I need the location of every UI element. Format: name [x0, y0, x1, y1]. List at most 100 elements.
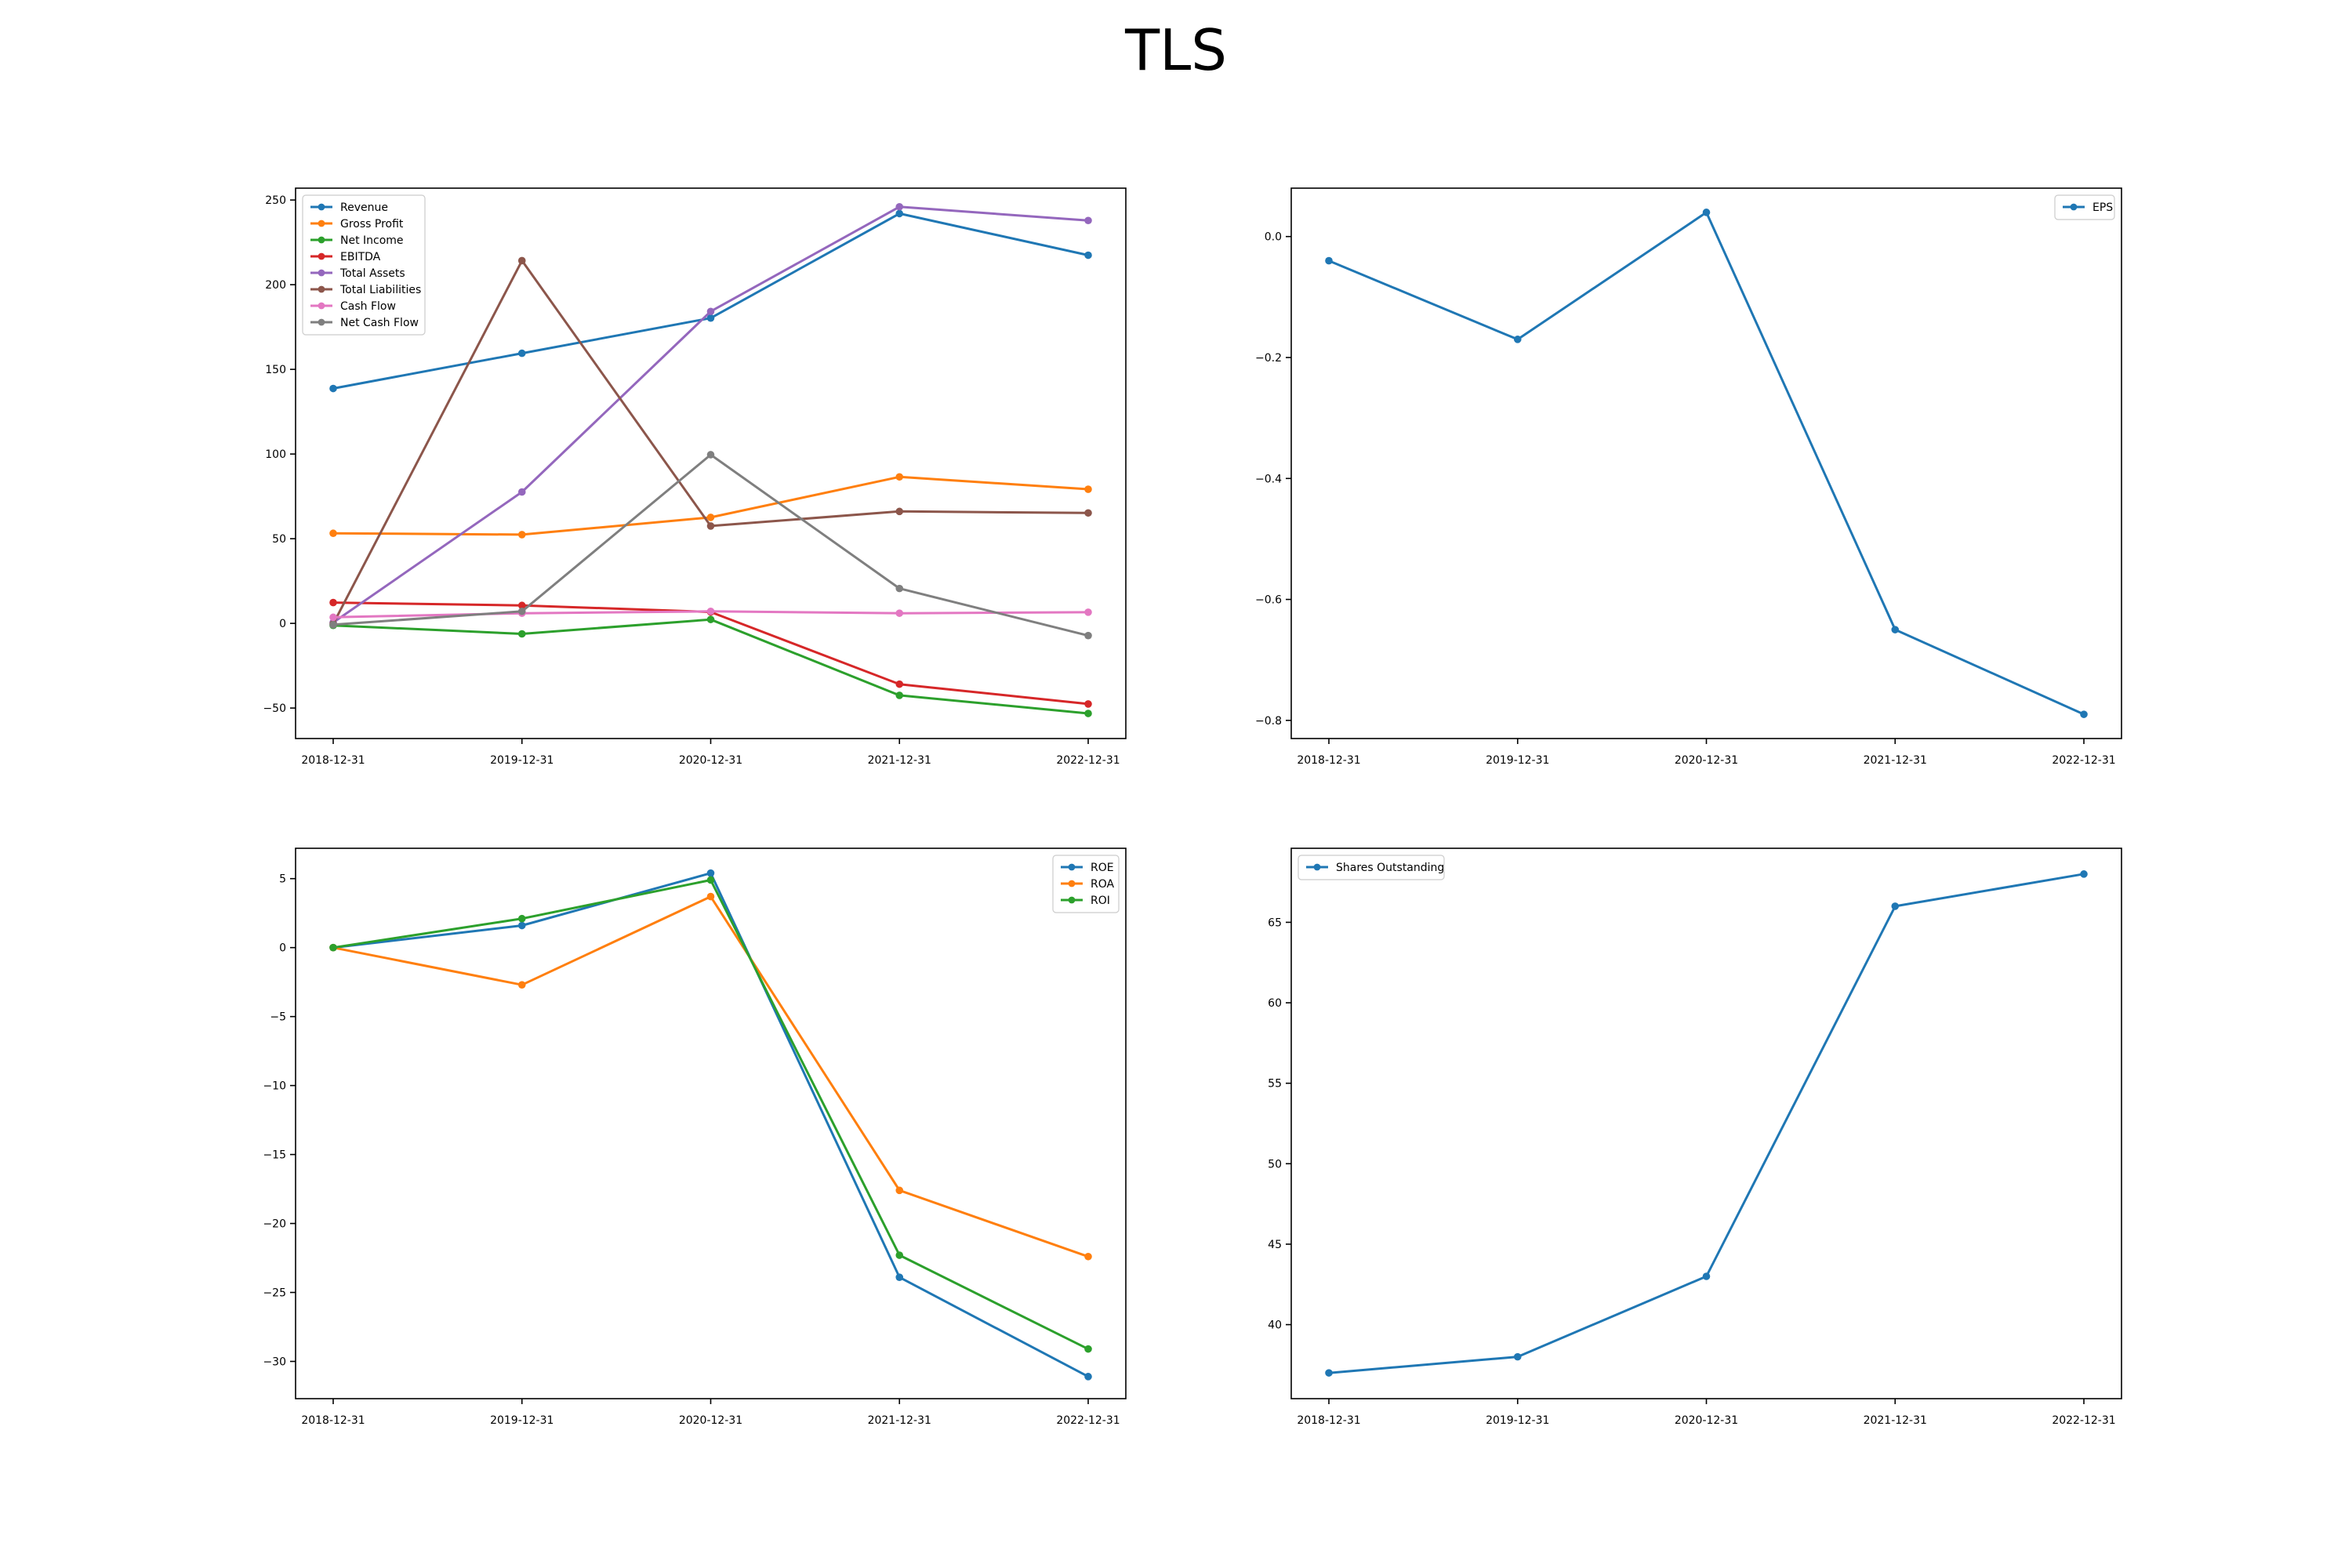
x-tick-label: 2021-12-31	[868, 1414, 931, 1427]
data-point	[517, 607, 526, 615]
y-tick-label: 40	[1268, 1319, 1282, 1332]
y-tick-label: 250	[265, 194, 286, 207]
data-point	[517, 914, 526, 923]
legend-marker	[1068, 896, 1076, 904]
chart-panel-2: 2018-12-31 2019-12-31 2020-12-31 2021-12-31…	[1255, 187, 2122, 767]
x-tick-label: 2019-12-31	[1486, 1414, 1549, 1427]
chart-panel-3: 2018-12-31 2019-12-31 2020-12-31 2021-12-31…	[263, 848, 1127, 1427]
legend-marker	[318, 318, 325, 326]
data-point	[706, 615, 715, 623]
y-tick-label: −50	[263, 702, 286, 715]
legend: ROE ROA ROI	[1052, 855, 1120, 913]
y-tick-label: −5	[270, 1011, 286, 1024]
legend-label: EPS	[2092, 201, 2113, 214]
data-point	[517, 981, 526, 989]
series-line	[1328, 211, 2085, 716]
data-point	[329, 529, 337, 538]
y-tick-label: −30	[263, 1356, 286, 1368]
data-point	[1084, 1252, 1092, 1261]
data-point	[517, 630, 526, 638]
legend: Revenue Gross Profit Net Income EBITDA Total…	[302, 194, 426, 336]
series-revenue	[329, 209, 1092, 393]
x-tick-label: 2019-12-31	[490, 1414, 554, 1427]
data-point	[895, 584, 904, 593]
plot-frame	[1290, 187, 2122, 739]
y-tick-label: 50	[1268, 1158, 1282, 1171]
data-point	[1084, 509, 1092, 517]
x-tick-label: 2021-12-31	[868, 754, 931, 767]
y-tick-label: −20	[263, 1218, 286, 1231]
y-tick-label: 100	[265, 448, 286, 461]
legend-label: ROI	[1091, 895, 1110, 907]
legend-marker	[318, 269, 325, 277]
y-tick-label: 0	[279, 942, 286, 955]
data-point	[895, 1273, 904, 1281]
legend-marker	[318, 285, 325, 293]
y-tick-label: −25	[263, 1287, 286, 1300]
data-point	[517, 601, 526, 610]
x-tick-label: 2022-12-31	[2052, 754, 2115, 767]
data-point	[329, 598, 337, 607]
legend-label: Total Liabilities	[339, 284, 421, 296]
y-tick-label: −0.2	[1255, 352, 1282, 365]
legend-marker	[318, 302, 325, 310]
legend-marker	[318, 252, 325, 260]
page-title: TLS	[1125, 17, 1227, 83]
data-point	[1084, 1345, 1092, 1353]
data-point	[706, 307, 715, 316]
x-tick-label: 2020-12-31	[1675, 754, 1738, 767]
y-tick-label: 200	[265, 279, 286, 292]
data-point	[1084, 251, 1092, 260]
data-point	[1084, 631, 1092, 640]
legend-label: ROE	[1091, 862, 1114, 874]
data-point	[1325, 256, 1333, 265]
series-line	[1328, 873, 2085, 1374]
data-point	[517, 256, 526, 265]
legend-label: Net Income	[340, 234, 404, 247]
data-point	[1325, 1369, 1333, 1377]
legend-label: Total Assets	[339, 267, 405, 280]
legend-box	[1298, 855, 1445, 880]
series-line	[332, 879, 1089, 1351]
data-point	[1513, 336, 1522, 343]
data-point	[1084, 710, 1092, 717]
legend-label: Shares Outstanding	[1336, 862, 1444, 874]
y-tick-label: 65	[1268, 916, 1282, 929]
series-line	[332, 872, 1089, 1378]
y-tick-label: −0.8	[1255, 715, 1282, 728]
data-point	[517, 531, 526, 539]
y-tick-label: −0.6	[1255, 594, 1282, 607]
x-tick-label: 2019-12-31	[1486, 754, 1549, 767]
data-point	[2080, 710, 2088, 718]
y-tick-label: 45	[1268, 1239, 1282, 1251]
data-point	[706, 514, 715, 521]
series-net-income	[329, 615, 1092, 717]
chart-panel-4: 2018-12-31 2019-12-31 2020-12-31 2021-12-31…	[1268, 848, 2122, 1427]
data-point	[706, 314, 715, 322]
x-tick-label: 2022-12-31	[1056, 754, 1120, 767]
data-point	[329, 943, 337, 952]
x-tick-label: 2020-12-31	[1675, 1414, 1738, 1427]
y-tick-label: 150	[265, 364, 286, 376]
legend-marker	[318, 203, 325, 211]
data-point	[1084, 485, 1092, 493]
x-tick-label: 2018-12-31	[1297, 754, 1360, 767]
legend-box	[302, 194, 426, 336]
data-point	[706, 451, 715, 459]
data-point	[1702, 209, 1711, 216]
legend-label: Gross Profit	[340, 218, 404, 230]
series-roe	[329, 869, 1092, 1381]
legend-marker	[2070, 203, 2078, 211]
data-point	[1084, 700, 1092, 708]
data-point	[895, 1186, 904, 1195]
series-line	[332, 618, 1089, 715]
chart-panel-1: 2018-12-31 2019-12-31 2020-12-31 2021-12-31…	[263, 187, 1127, 767]
x-tick-label: 2022-12-31	[2052, 1414, 2115, 1427]
data-point	[895, 691, 904, 699]
series-net-cash-flow	[329, 451, 1092, 640]
y-tick-label: 0	[279, 618, 286, 630]
data-point	[517, 921, 526, 930]
data-point	[517, 349, 526, 358]
legend-marker	[318, 220, 325, 227]
